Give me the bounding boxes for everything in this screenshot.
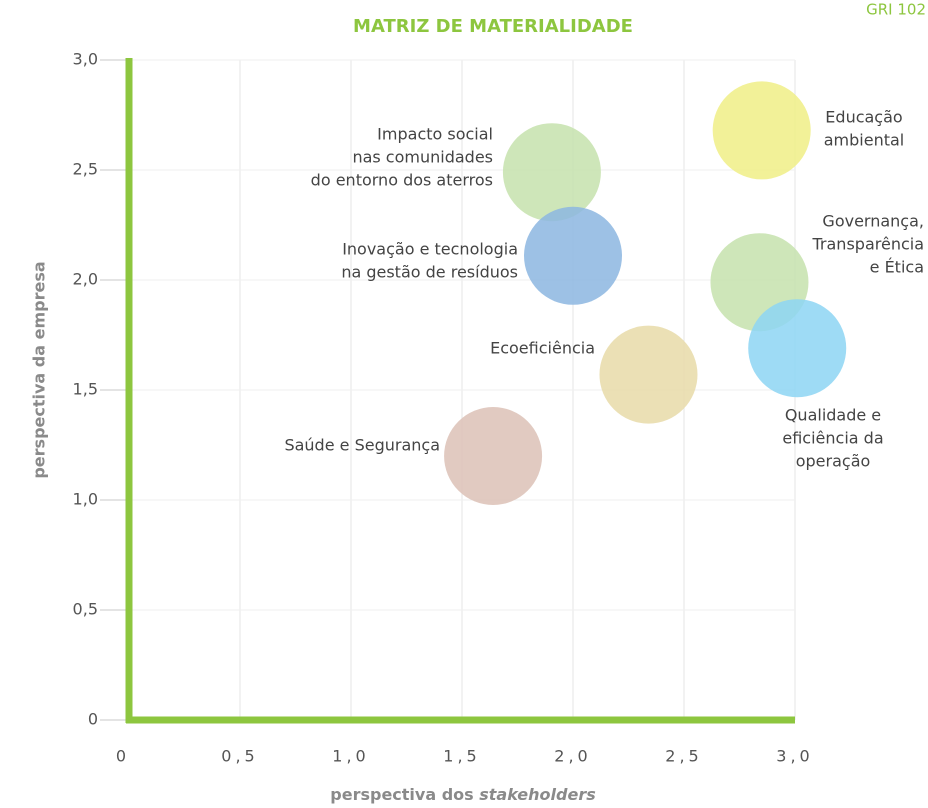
x-axis-label-part: stakeholders — [479, 785, 595, 804]
x-tick-label: 3,0 — [776, 747, 813, 766]
bubble-label: eficiência da — [782, 429, 883, 448]
bubble-label: operação — [796, 452, 871, 471]
bubble-label: e Ética — [870, 258, 924, 277]
bubble-label: Educação — [825, 108, 902, 127]
x-tick-label: 0,5 — [221, 747, 258, 766]
x-tick-label: 1,5 — [443, 747, 480, 766]
bubble — [502, 123, 601, 222]
bubble-label: ambiental — [824, 131, 905, 150]
bubble — [524, 206, 622, 305]
bubble-label: Inovação e tecnologia — [342, 240, 518, 259]
x-tick-label: 0 — [116, 747, 130, 766]
bubble-label: nas comunidades — [352, 148, 493, 167]
bubble-label: Saúde e Segurança — [284, 436, 440, 455]
bubble-label: Ecoeficiência — [490, 339, 595, 358]
bubble-label: Qualidade e — [785, 406, 881, 425]
x-axis-label: perspectiva dos stakeholders — [330, 785, 595, 804]
bubble-label: Governança, — [822, 212, 924, 231]
y-axis-label: perspectiva da empresa — [30, 261, 49, 478]
y-tick-label: 2,0 — [73, 270, 98, 289]
bubble — [712, 81, 811, 180]
x-axis-label-part: perspectiva dos — [330, 785, 479, 804]
bubble-label: Transparência — [812, 235, 925, 254]
y-tick-label: 0,5 — [73, 600, 98, 619]
bubble-label: Impacto social — [377, 125, 493, 144]
x-tick-label: 1,0 — [332, 747, 369, 766]
bubble — [444, 407, 543, 505]
y-tick-label: 1,5 — [73, 380, 98, 399]
x-tick-label: 2,0 — [554, 747, 591, 766]
y-tick-label: 3,0 — [73, 50, 98, 69]
bubble-label: na gestão de resíduos — [341, 263, 518, 282]
chart-title: MATRIZ DE MATERIALIDADE — [353, 16, 633, 37]
bubble — [748, 299, 847, 398]
y-tick-label: 0 — [88, 710, 98, 729]
bubble-label: do entorno dos aterros — [311, 171, 493, 190]
bubble — [599, 325, 698, 424]
x-tick-label: 2,5 — [665, 747, 702, 766]
y-tick-label: 1,0 — [73, 490, 98, 509]
y-tick-label: 2,5 — [73, 160, 98, 179]
section-code: GRI 102 — [866, 1, 926, 19]
